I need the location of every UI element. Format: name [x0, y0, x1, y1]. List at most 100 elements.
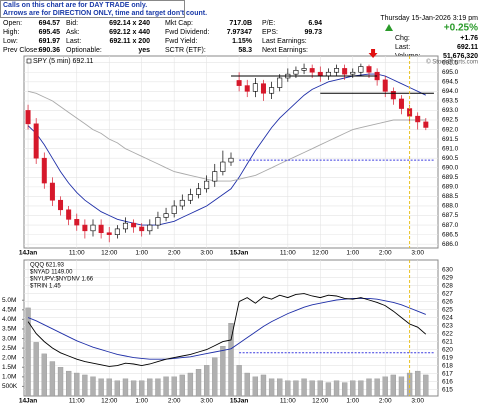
candle-body [33, 123, 39, 159]
volume-bar [374, 378, 380, 397]
volume-bar [350, 380, 356, 397]
volume-bar [179, 374, 185, 397]
candle-body [423, 121, 429, 128]
volume-bar [114, 380, 121, 397]
stat-label: Chg: [395, 35, 410, 42]
y-tick-label: 620 [442, 346, 453, 353]
candle-body [114, 228, 120, 235]
x-tick-label: 1:00 [346, 398, 359, 405]
credit: © StockCharts.com [426, 59, 478, 66]
plot-area [23, 55, 439, 249]
volume-bar [285, 380, 291, 397]
x-tick-label: 3:00 [200, 250, 213, 257]
stat-value: 51,676,320 [443, 53, 478, 60]
y-tick-label: 630 [442, 266, 453, 273]
volume-bar [82, 374, 88, 397]
volume-bar [382, 376, 388, 397]
volume-bar [293, 380, 299, 397]
volume-bar [341, 382, 348, 397]
candle-body [342, 68, 348, 75]
y-tick-label: 691.5 [442, 136, 459, 143]
x-tick-label: 14Jan [19, 250, 37, 257]
candle-body [25, 110, 31, 125]
x-tick-label: 12:00 [312, 398, 329, 405]
volume-bar [423, 374, 429, 397]
moving-average [27, 73, 426, 226]
y-tick-label: 686.5 [442, 231, 459, 238]
volume-bar [25, 307, 31, 397]
volume-bar [130, 380, 137, 397]
volume-bar [98, 378, 104, 397]
change-pct: +0.25% [444, 23, 478, 34]
stat-value: 692.14 x 240 [109, 20, 150, 27]
y-tick-label: 621 [442, 338, 453, 345]
candle-body [309, 68, 315, 73]
stat-value: 7.97347 [227, 29, 252, 36]
volume-bar [41, 353, 47, 397]
volume-bar [398, 376, 405, 397]
candle-body [212, 171, 218, 182]
volume-bar [301, 378, 307, 397]
stat-label: High: [3, 29, 19, 36]
y-tick-label: 624 [442, 314, 453, 321]
volume-bar [49, 361, 56, 397]
y-tick-label: 618 [442, 362, 453, 369]
y-tick-label: 615 [442, 386, 453, 393]
stat-label: Next Earnings: [262, 47, 308, 54]
moving-average [27, 90, 426, 182]
stat-label: Fwd Dividend: [165, 29, 209, 36]
candle-body [220, 161, 226, 172]
volume-bar [187, 372, 194, 397]
y-tick-label: 628 [442, 282, 453, 289]
stat-value: 691.97 [39, 38, 61, 45]
y-tick-label: 629 [442, 274, 453, 281]
stat-value: 694.57 [39, 20, 61, 27]
stat-label: Open: [3, 20, 22, 27]
y2-tick-label: 1.5M [2, 364, 16, 371]
y2-tick-label: 4.0M [2, 316, 16, 323]
stat-label: Fwd Yield: [165, 38, 197, 45]
y-tick-label: 617 [442, 370, 453, 377]
x-tick-label: 3:00 [200, 398, 213, 405]
x-tick-label: 3:00 [411, 250, 424, 257]
volume-bar [390, 374, 397, 397]
y-tick-label: 616 [442, 378, 453, 385]
y2-tick-label: 500K [2, 383, 18, 390]
candle-body [49, 182, 55, 201]
candle-body [90, 224, 96, 232]
x-tick-label: 3:00 [411, 398, 424, 405]
x-tick-label: 2:00 [379, 250, 392, 257]
y-tick-label: 690.0 [442, 164, 459, 171]
candle-body [301, 68, 307, 71]
volume-bar [195, 369, 202, 397]
x-tick-label: 12:00 [312, 250, 329, 257]
volume-bar [57, 367, 64, 397]
volume-bar [333, 380, 340, 397]
stat-value: yes [138, 47, 150, 54]
price-line [27, 293, 427, 367]
x-tick-label: 1:00 [135, 398, 148, 405]
y-tick-label: 694.5 [442, 79, 459, 86]
candle-body [82, 224, 88, 232]
candle-body [187, 194, 193, 201]
x-tick-label: 11:00 [280, 250, 296, 257]
volume-bar [139, 380, 145, 397]
stat-label: Optionable: [66, 47, 102, 54]
stat-value: 99.73 [304, 29, 322, 36]
candle-body [358, 66, 364, 73]
legend-swatch [26, 58, 32, 64]
y-tick-label: 622 [442, 330, 453, 337]
stat-label: Bid: [66, 20, 78, 27]
candle-body [131, 222, 137, 228]
volume-bar [309, 380, 315, 397]
x-tick-label: 1:00 [135, 250, 148, 257]
volume-bar [228, 323, 234, 397]
stat-label: Ask: [66, 29, 80, 36]
volume-bar [325, 382, 332, 397]
y-tick-label: 625 [442, 306, 453, 313]
x-tick-label: 1:00 [346, 250, 359, 257]
candle-body [398, 98, 404, 109]
candle-body [366, 66, 372, 73]
volume-bar [90, 376, 96, 397]
